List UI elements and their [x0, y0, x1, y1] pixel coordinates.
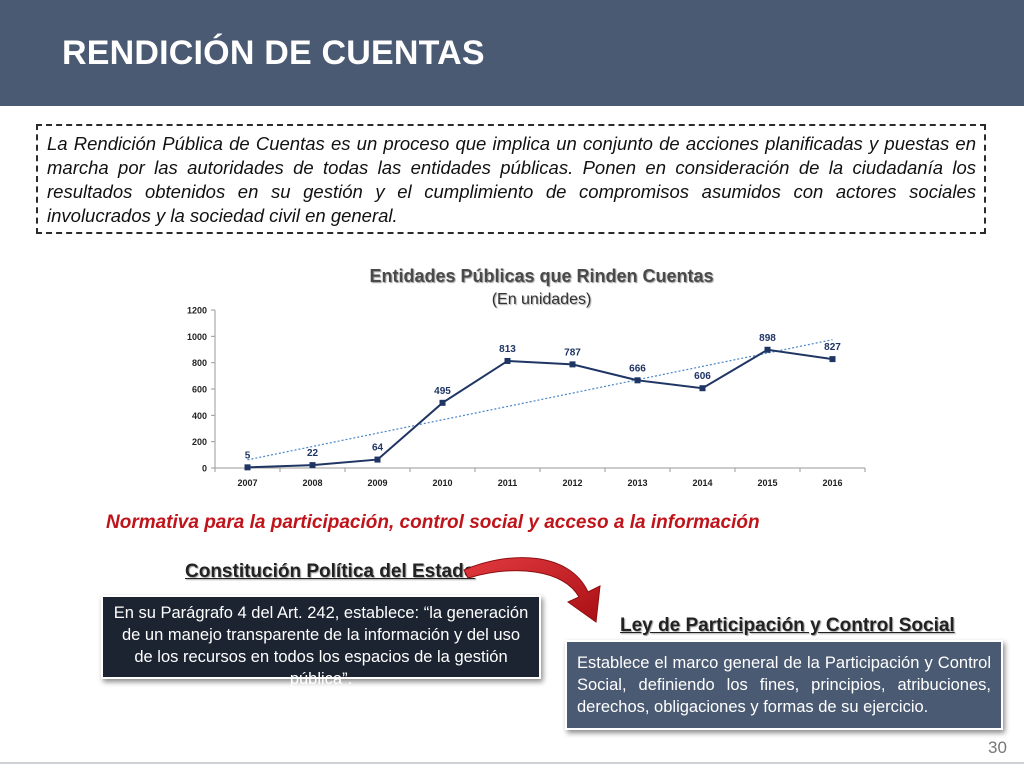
- x-tick-label: 2014: [692, 478, 712, 488]
- y-tick-label: 800: [192, 358, 207, 368]
- x-tick-label: 2016: [822, 478, 842, 488]
- data-label: 495: [434, 386, 451, 397]
- intro-box: La Rendición Pública de Cuentas es un pr…: [36, 124, 986, 234]
- x-tick-label: 2013: [627, 478, 647, 488]
- trendline: [247, 339, 833, 461]
- curved-arrow-icon: [463, 557, 601, 623]
- data-label: 606: [694, 371, 711, 382]
- data-label: 666: [629, 363, 646, 374]
- page-title: RENDICIÓN DE CUENTAS: [62, 34, 485, 72]
- ley-text: Establece el marco general de la Partici…: [577, 654, 991, 716]
- normativa-heading: Normativa para la participación, control…: [106, 512, 760, 533]
- page-number: 30: [988, 738, 1007, 757]
- series-line: [247, 348, 833, 469]
- y-tick-label: 600: [192, 385, 207, 395]
- footer-divider: [0, 762, 1024, 764]
- ley-title: Ley de Participación y Control Social: [620, 615, 955, 636]
- y-tick-label: 0: [202, 464, 207, 474]
- y-tick-label: 400: [192, 411, 207, 421]
- line-chart: 0 200 400 600 800 1000 1200 2007 2008 2009 2010 201…: [187, 306, 866, 488]
- x-tick-label: 2015: [757, 478, 777, 488]
- x-tick-label: 2010: [432, 478, 452, 488]
- constitucion-box: En su Parágrafo 4 del Art. 242, establec…: [101, 595, 541, 688]
- data-label: 827: [824, 342, 841, 353]
- constitucion-text: En su Parágrafo 4 del Art. 242, establec…: [113, 604, 529, 688]
- data-point: [309, 462, 316, 469]
- data-point: [569, 361, 576, 368]
- header-bar: RENDICIÓN DE CUENTAS: [0, 0, 1024, 106]
- y-tick-label: 1200: [187, 306, 207, 316]
- data-point: [504, 357, 511, 364]
- chart-title: Entidades Públicas que Rinden Cuentas: [369, 266, 714, 286]
- data-point: [634, 377, 641, 384]
- ley-box: Establece el marco general de la Partici…: [565, 640, 1003, 730]
- constitucion-title: Constitución Política del Estado: [185, 561, 476, 582]
- data-point: [764, 346, 771, 353]
- data-point: [374, 456, 381, 463]
- x-tick-label: 2009: [367, 478, 387, 488]
- intro-text: La Rendición Pública de Cuentas es un pr…: [47, 133, 976, 226]
- x-tick-label: 2008: [302, 478, 322, 488]
- data-label: 898: [759, 333, 776, 344]
- data-label: 813: [499, 344, 516, 355]
- data-point: [829, 356, 836, 363]
- chart-subtitle: (En unidades): [491, 291, 592, 308]
- data-point: [244, 464, 251, 471]
- x-tick-label: 2007: [237, 478, 257, 488]
- data-label: 5: [245, 450, 251, 461]
- y-tick-label: 200: [192, 437, 207, 447]
- data-point: [439, 399, 446, 406]
- x-tick-label: 2012: [562, 478, 582, 488]
- y-tick-label: 1000: [187, 332, 207, 342]
- data-label: 787: [564, 347, 581, 358]
- data-label: 64: [372, 443, 384, 454]
- x-tick-label: 2011: [498, 478, 518, 488]
- data-label: 22: [307, 448, 319, 459]
- data-point: [699, 385, 706, 392]
